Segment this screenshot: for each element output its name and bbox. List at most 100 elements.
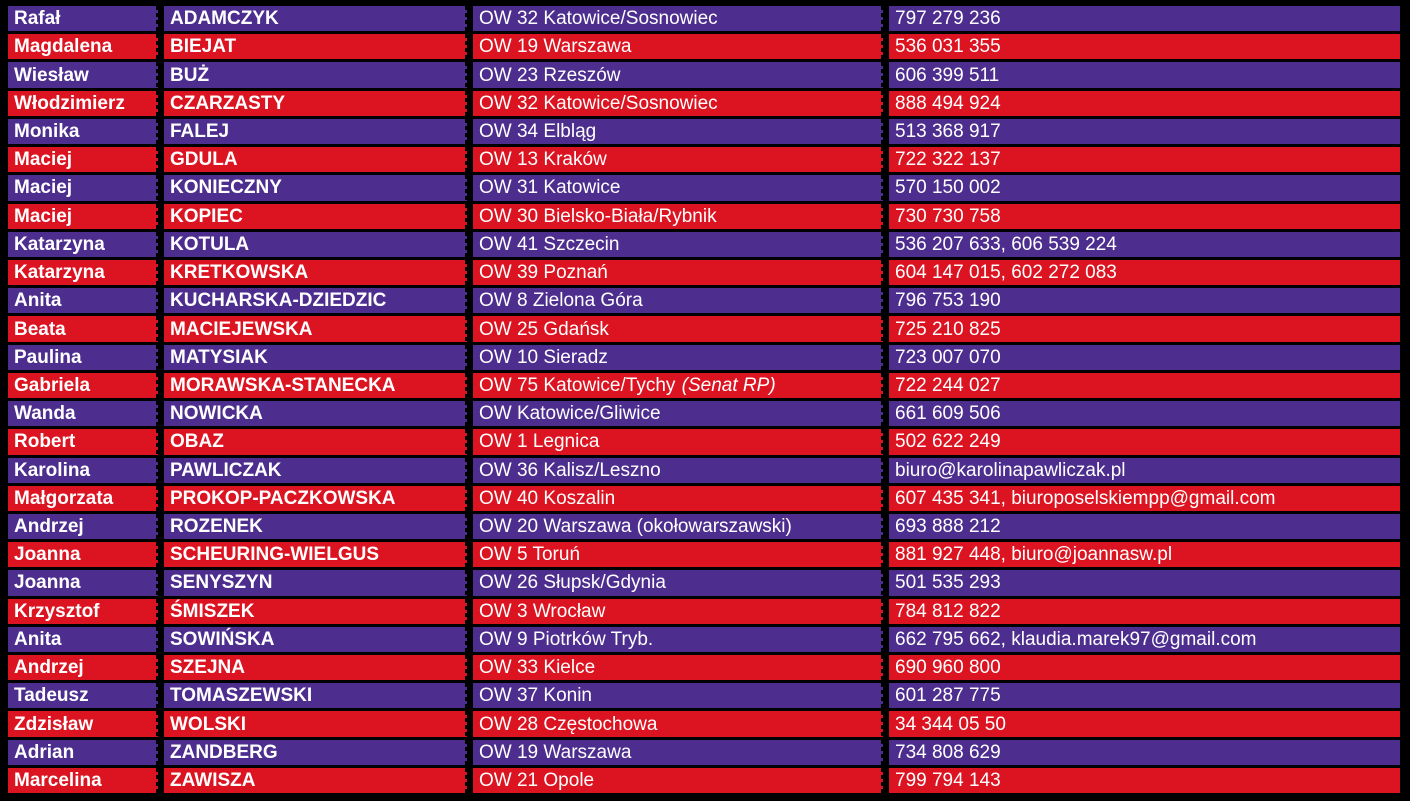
first-name: Andrzej [14,516,84,538]
last-name: ADAMCZYK [170,8,279,30]
district: OW 30 Bielsko-Biała/Rybnik [479,205,717,227]
contact-cell: 734 808 629 [889,739,1400,765]
contact-cell: 661 609 506 [889,401,1400,427]
district: OW 25 Gdańsk [479,318,609,340]
last-name: ZANDBERG [170,741,278,763]
last-name: OBAZ [170,431,224,453]
first-name: Wiesław [14,64,89,86]
first-name: Adrian [14,741,75,763]
district: OW 32 Katowice/Sosnowiec [479,92,718,114]
last-name: ZAWISZA [170,770,256,792]
district: OW 23 Rzeszów [479,64,621,86]
contact: 570 150 002 [895,177,1001,199]
district-cell: OW 23 Rzeszów [473,62,883,88]
first-name: Magdalena [14,36,113,58]
last-name: FALEJ [170,120,230,142]
last-name: BIEJAT [170,36,237,58]
last-name: KONIECZNY [170,177,282,199]
first-name: Katarzyna [14,233,105,255]
first-name-cell: Zdzisław [8,711,158,737]
contact: 730 730 758 [895,205,1001,227]
district: OW 26 Słupsk/Gdynia [479,572,666,594]
first-name: Joanna [14,572,81,594]
district: OW 8 Zielona Góra [479,290,643,312]
last-name-cell: MORAWSKA-STANECKA [164,372,467,399]
last-name: GDULA [170,149,238,171]
last-name-cell: SOWIŃSKA [164,626,467,653]
last-name-cell: KOTULA [164,231,467,257]
district: OW Katowice/Gliwice [479,403,661,425]
table-row: Andrzej ROZENEK OW 20 Warszawa (okołowar… [8,513,1400,540]
district-cell: OW 13 Kraków [473,147,883,173]
contact: 536 207 633, 606 539 224 [895,233,1117,255]
first-name-cell: Anita [8,626,158,653]
contact-cell: 606 399 511 [889,62,1400,88]
first-name-cell: Adrian [8,739,158,765]
contact-cell: 693 888 212 [889,513,1400,540]
district: OW 34 Elbląg [479,120,597,142]
table-row: Katarzyna KOTULA OW 41 Szczecin 536 207 … [8,231,1400,257]
last-name-cell: ROZENEK [164,513,467,540]
last-name: MATYSIAK [170,346,268,368]
contact-cell: 730 730 758 [889,203,1400,229]
contact: 34 344 05 50 [895,713,1006,735]
table-row: Włodzimierz CZARZASTY OW 32 Katowice/Sos… [8,90,1400,116]
first-name: Anita [14,290,62,312]
district: OW 10 Sieradz [479,346,608,368]
district: OW 9 Piotrków Tryb. [479,628,654,650]
first-name: Beata [14,318,66,340]
district-cell: OW 1 Legnica [473,429,883,455]
table-row: Paulina MATYSIAK OW 10 Sieradz 723 007 0… [8,344,1400,370]
contact: 693 888 212 [895,516,1001,538]
first-name: Paulina [14,346,82,368]
last-name-cell: PAWLICZAK [164,457,467,483]
contact-cell: 513 368 917 [889,118,1400,145]
contact-cell: 536 207 633, 606 539 224 [889,231,1400,257]
first-name-cell: Wanda [8,401,158,427]
district-cell: OW 33 Kielce [473,655,883,681]
district: OW 75 Katowice/Tychy [479,374,676,396]
first-name: Robert [14,431,76,453]
district-cell: OW 39 Poznań [473,259,883,286]
district-cell: OW 3 Wrocław [473,598,883,624]
district: OW 28 Częstochowa [479,713,658,735]
contact: 723 007 070 [895,346,1001,368]
district: OW 32 Katowice/Sosnowiec [479,8,718,30]
last-name-cell: SCHEURING-WIELGUS [164,542,467,568]
table-row: Krzysztof ŚMISZEK OW 3 Wrocław 784 812 8… [8,598,1400,624]
table-row: Maciej KOPIEC OW 30 Bielsko-Biała/Rybnik… [8,203,1400,229]
first-name: Andrzej [14,657,84,679]
last-name: KOTULA [170,233,250,255]
district: OW 39 Poznań [479,262,608,284]
district-cell: OW 37 Konin [473,683,883,709]
district-cell: OW Katowice/Gliwice [473,401,883,427]
table-row: Anita KUCHARSKA-DZIEDZIC OW 8 Zielona Gó… [8,288,1400,314]
contact-cell: 725 210 825 [889,316,1400,342]
last-name: PROKOP-PACZKOWSKA [170,487,396,509]
first-name: Joanna [14,544,81,566]
last-name: BUŻ [170,64,210,86]
first-name-cell: Karolina [8,457,158,483]
first-name: Wanda [14,403,76,425]
first-name: Monika [14,120,80,142]
district-cell: OW 9 Piotrków Tryb. [473,626,883,653]
table-row: Gabriela MORAWSKA-STANECKA OW 75 Katowic… [8,372,1400,399]
contact: 888 494 924 [895,92,1001,114]
contact-cell: 604 147 015, 602 272 083 [889,259,1400,286]
district: OW 13 Kraków [479,149,607,171]
district-cell: OW 19 Warszawa [473,739,883,765]
first-name: Karolina [14,459,91,481]
first-name: Marcelina [14,770,102,792]
contact-cell: 34 344 05 50 [889,711,1400,737]
table-row: Magdalena BIEJAT OW 19 Warszawa 536 031 … [8,34,1400,60]
last-name-cell: CZARZASTY [164,90,467,116]
first-name-cell: Beata [8,316,158,342]
contact-cell: 690 960 800 [889,655,1400,681]
district-cell: OW 26 Słupsk/Gdynia [473,570,883,596]
contact: 796 753 190 [895,290,1001,312]
last-name-cell: KONIECZNY [164,175,467,201]
last-name-cell: ZANDBERG [164,739,467,765]
table-row: Monika FALEJ OW 34 Elbląg 513 368 917 [8,118,1400,145]
table-row: Anita SOWIŃSKA OW 9 Piotrków Tryb. 662 7… [8,626,1400,653]
last-name-cell: MACIEJEWSKA [164,316,467,342]
